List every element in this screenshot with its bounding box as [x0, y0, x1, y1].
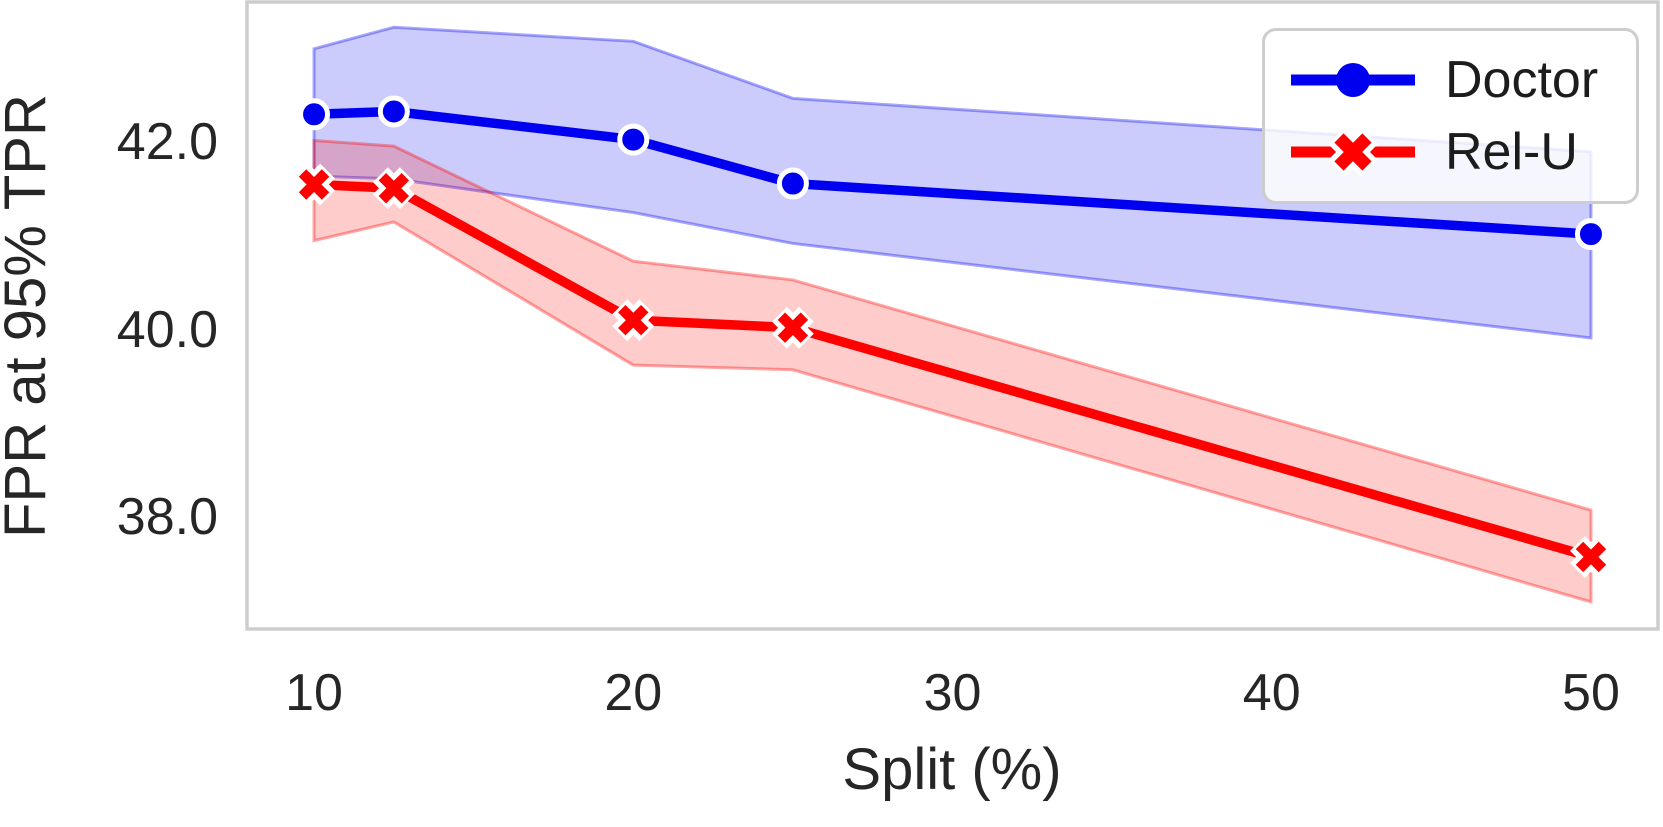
legend-label: Doctor	[1445, 51, 1599, 110]
legend: Doctor Rel-U	[1262, 28, 1639, 204]
relu-marker	[618, 304, 649, 336]
x-tick-label: 30	[923, 664, 982, 722]
x-tick-label: 40	[1242, 664, 1301, 722]
legend-item-doctor: Doctor	[1287, 52, 1620, 108]
plot-border	[245, 0, 1660, 631]
relu-markers	[293, 163, 1612, 578]
doctor-marker	[377, 95, 410, 128]
x-tick-label: 20	[604, 664, 663, 722]
y-tick-label: 42.0	[116, 113, 218, 172]
x-tick-label: 10	[285, 664, 343, 722]
doctor-confidence-band	[312, 25, 1593, 340]
relu-marker	[378, 173, 410, 204]
y-tick-label: 38.0	[116, 487, 218, 546]
relu-marker	[298, 169, 330, 200]
legend-label: Rel-U	[1445, 122, 1578, 181]
x-axis-label: Split (%)	[842, 737, 1062, 802]
doctor-marker	[776, 167, 809, 200]
relu-marker	[1575, 541, 1607, 573]
doctor-marker	[298, 98, 331, 131]
relu-line-marker-icon	[1291, 127, 1415, 176]
doctor-markers	[298, 95, 1607, 251]
doctor-marker	[617, 123, 650, 156]
doctor-line-marker-icon	[1291, 63, 1415, 98]
x-tick-label: 50	[1562, 664, 1620, 722]
y-tick-label: 40.0	[116, 300, 218, 359]
doctor-marker	[1574, 218, 1607, 251]
legend-item-relu: Rel-U	[1287, 124, 1620, 180]
y-axis-label: FPR at 95% TPR	[0, 94, 58, 538]
relu-marker	[777, 312, 809, 343]
